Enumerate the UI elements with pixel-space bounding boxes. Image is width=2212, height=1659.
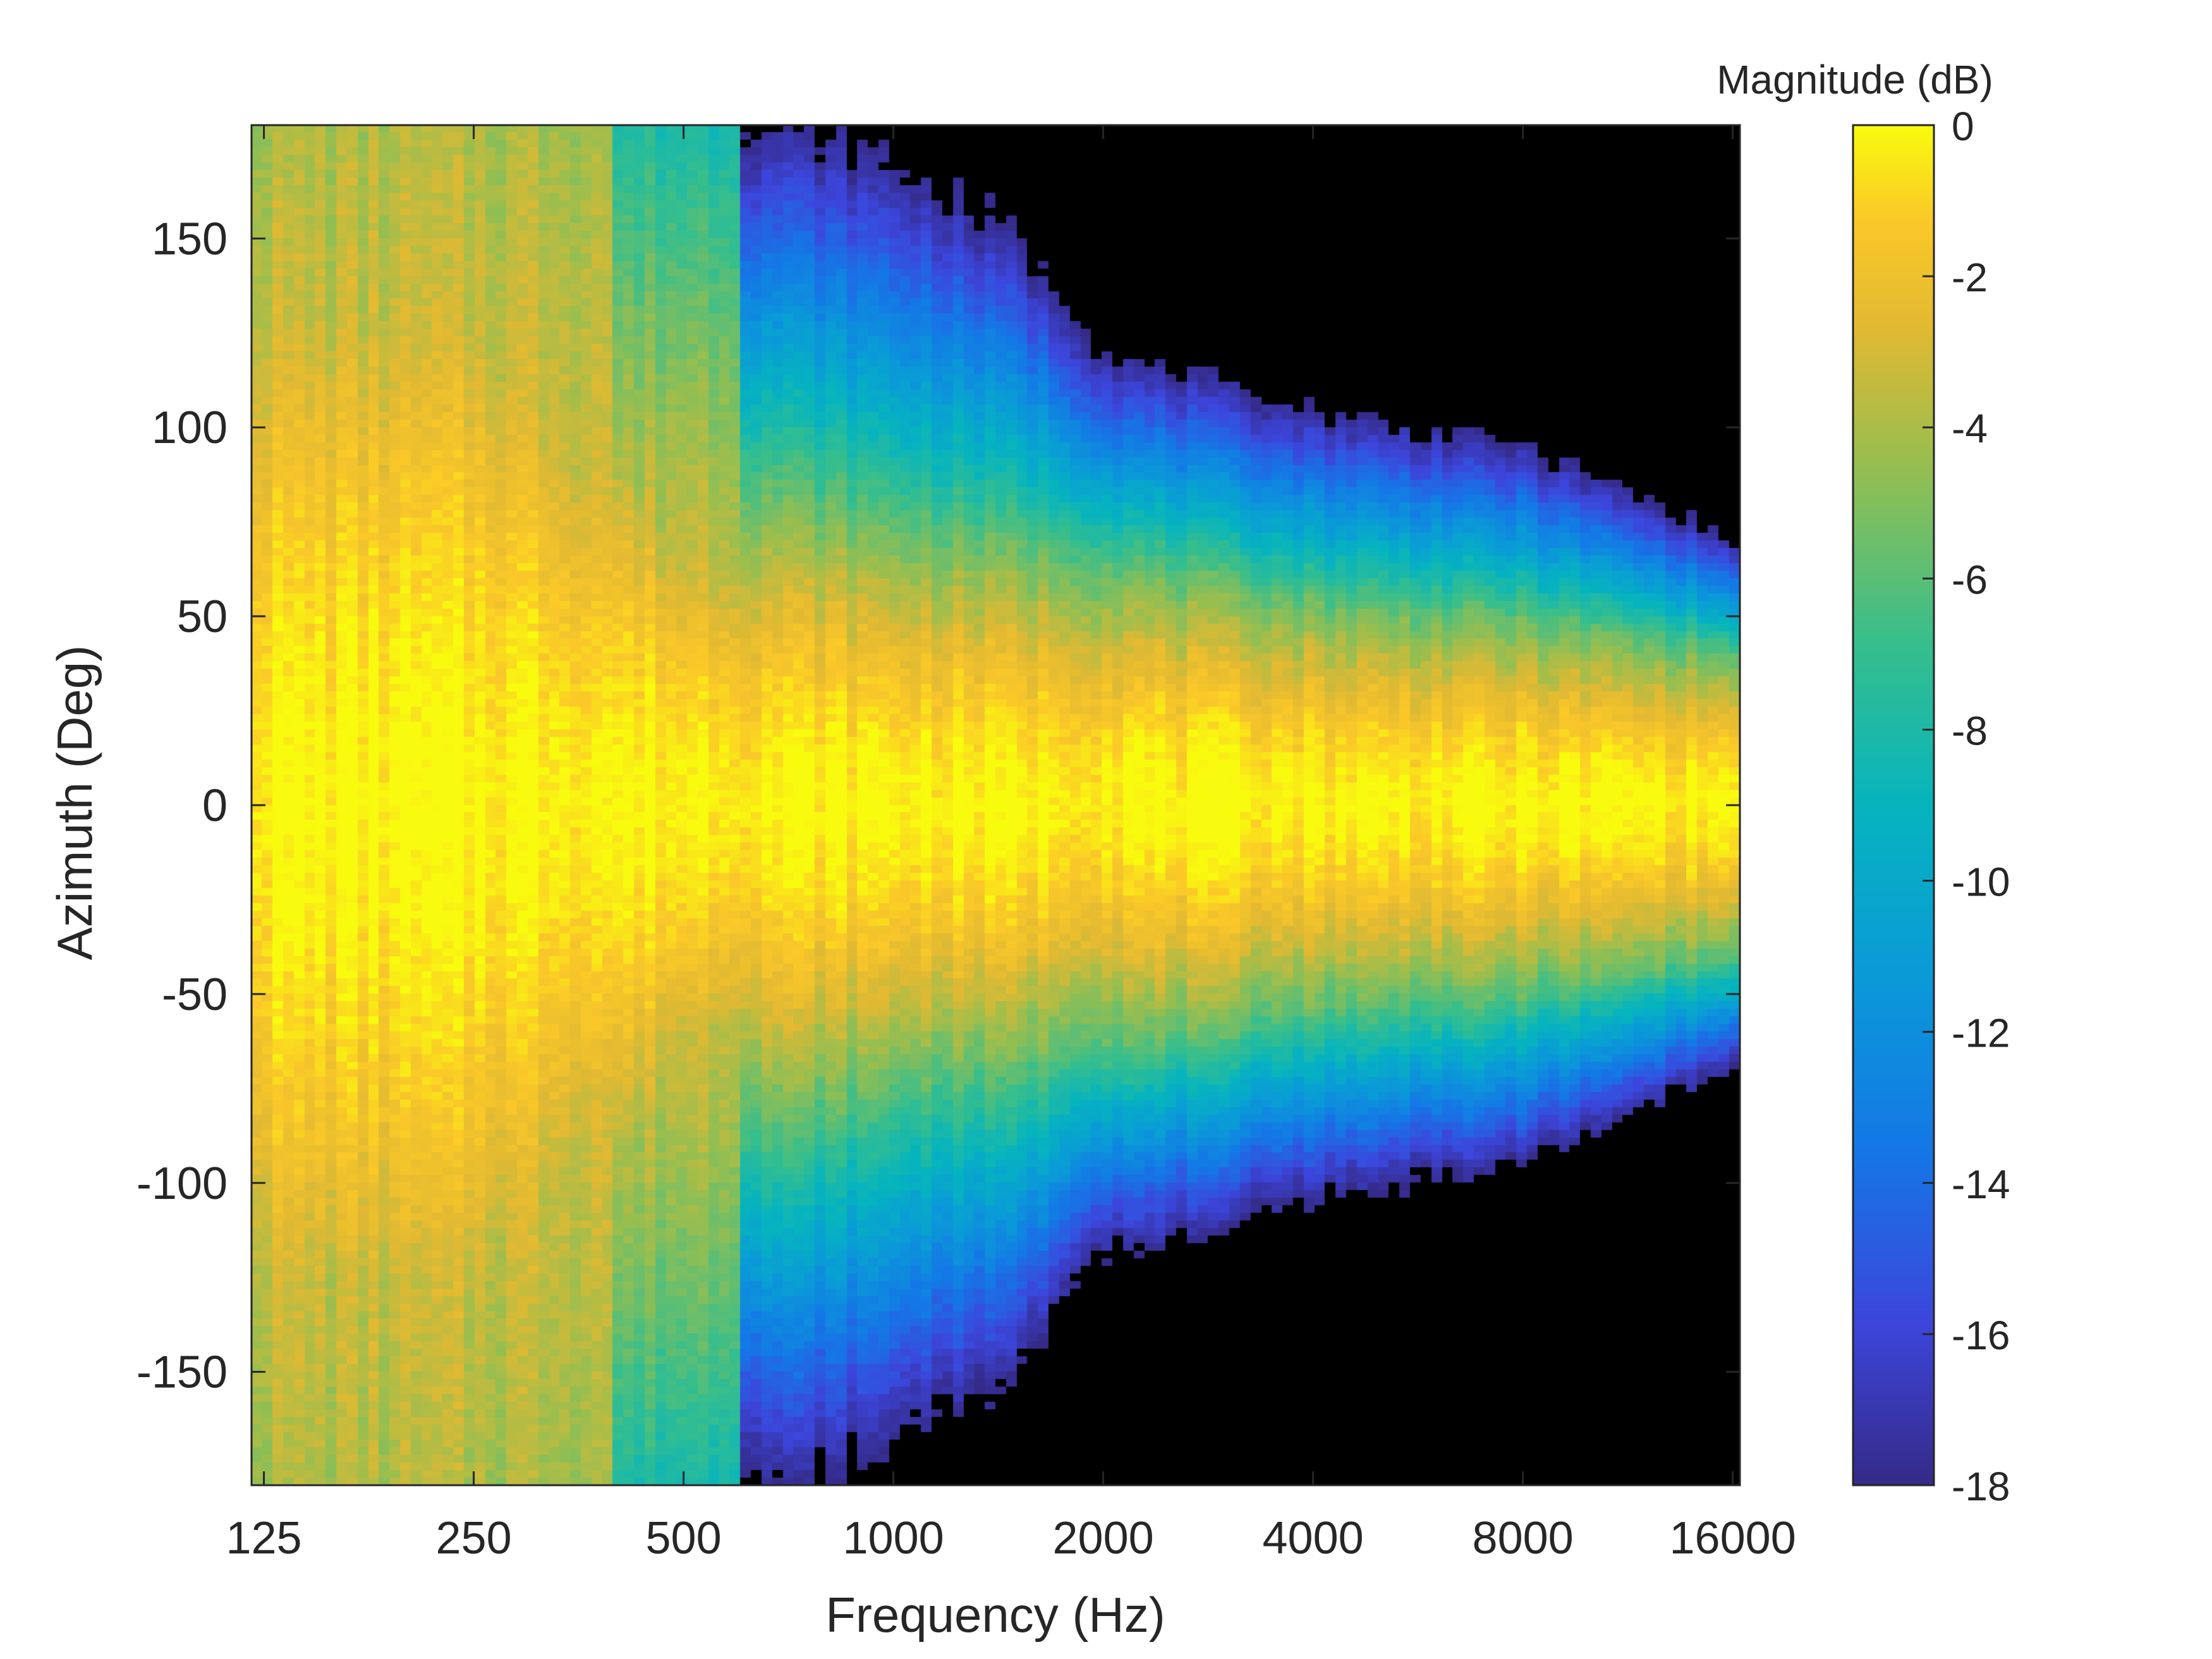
x-tick-label: 2000 [1053, 1513, 1154, 1564]
y-tick-label: 100 [152, 403, 228, 453]
colorbar-tick-label: -18 [1952, 1464, 2010, 1509]
colorbar-tick-label: -8 [1952, 708, 1988, 753]
x-tick-label: 125 [226, 1513, 301, 1564]
colorbar-tick-label: -4 [1952, 406, 1988, 451]
colorbar-label: Magnitude (dB) [1717, 57, 1993, 102]
x-tick-label: 8000 [1473, 1513, 1574, 1564]
colorbar-tick-label: -2 [1952, 255, 1988, 300]
x-tick-label: 4000 [1263, 1513, 1364, 1564]
y-tick-label: -50 [162, 969, 228, 1020]
colorbar-tick-label: -16 [1952, 1313, 2010, 1358]
y-axis: 150 100 50 0 -50 -100 -150 [137, 214, 228, 1397]
x-axis: 125 250 500 1000 2000 4000 8000 16000 [226, 1513, 1796, 1564]
y-tick-label: 0 [202, 781, 228, 831]
heatmap-image [252, 125, 1740, 1485]
y-tick-label: -150 [137, 1347, 228, 1398]
y-tick-label: 50 [177, 592, 228, 642]
x-tick-label: 250 [435, 1513, 511, 1564]
colorbar-tick-label: 0 [1952, 104, 1974, 149]
colorbar-tick-label: -6 [1952, 557, 1988, 602]
x-axis-label: Frequency (Hz) [825, 1587, 1165, 1643]
x-tick-label: 1000 [843, 1513, 944, 1564]
y-tick-label: -100 [137, 1158, 228, 1209]
colorbar-tick-label: -14 [1952, 1162, 2010, 1207]
y-axis-label: Azimuth (Deg) [47, 645, 102, 960]
colorbar-tick-label: -12 [1952, 1011, 2010, 1056]
x-tick-label: 16000 [1670, 1513, 1796, 1564]
colorbar-tick-label: -10 [1952, 860, 2010, 905]
colorbar-axis: 0 -2 -4 -6 -8 -10 -12 -14 -16 -18 [1952, 104, 2010, 1509]
x-tick-label: 500 [646, 1513, 722, 1564]
colorbar-image [1853, 125, 1934, 1485]
y-tick-label: 150 [152, 214, 228, 264]
